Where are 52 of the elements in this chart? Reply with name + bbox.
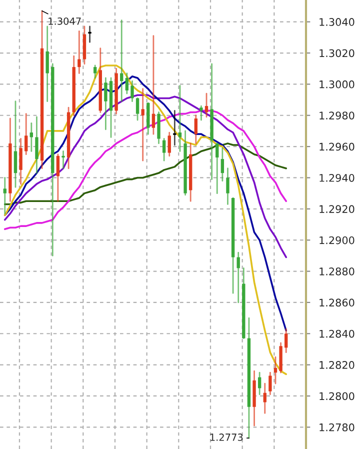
candlestick: [3, 177, 6, 214]
candlestick: [194, 114, 198, 144]
line-series: [4, 142, 288, 206]
candlestick: [152, 35, 156, 135]
y-tick-label: 1.2820: [320, 361, 354, 369]
candlestick: [120, 20, 124, 102]
y-tick-label: 1.3040: [320, 18, 354, 26]
candlestick: [178, 85, 182, 152]
candlestick: [125, 72, 129, 94]
candlestick: [35, 116, 38, 174]
y-tick-label: 1.2980: [320, 112, 354, 120]
candlestick: [204, 92, 208, 118]
candlestick: [130, 80, 134, 102]
candlestick: [78, 30, 81, 74]
candlestick: [168, 132, 171, 157]
candlestick: [56, 154, 60, 202]
y-tick-label: 1.2840: [320, 330, 354, 338]
candlestick: [236, 252, 240, 304]
candlestick: [19, 138, 22, 185]
y-tick-label: 1.2860: [320, 298, 354, 307]
candlestick: [263, 382, 266, 414]
line-series: [4, 64, 288, 376]
line-series: [4, 75, 288, 332]
candlestick: [14, 100, 18, 188]
candlestick: [220, 147, 224, 182]
candlestick: [24, 113, 28, 156]
annotation: 1.3047: [48, 17, 81, 25]
candlestick: [200, 105, 203, 121]
y-tick-label: 1.2780: [320, 423, 354, 432]
candlestick: [216, 142, 219, 194]
y-tick-label: 1.2900: [320, 236, 354, 244]
y-tick-label: 1.2920: [320, 205, 354, 214]
candlestick: [284, 328, 288, 354]
candlestick: [136, 98, 140, 121]
candlestick: [141, 88, 144, 162]
candlestick: [93, 64, 97, 79]
y-tick-label: 1.2800: [320, 392, 354, 400]
y-tick-label: 1.3000: [320, 80, 354, 88]
annotation: 1.2773: [210, 434, 243, 441]
candlestick: [104, 77, 108, 130]
candlestick: [268, 372, 272, 396]
candlestick: [226, 168, 230, 205]
y-tick-label: 1.2940: [320, 174, 354, 182]
candlestick: [30, 122, 34, 152]
y-tick-label: 1.2880: [320, 267, 354, 276]
y-tick-label: 1.2960: [320, 142, 354, 151]
y-tick-label: 1.3020: [320, 49, 354, 58]
candlestick: [162, 138, 166, 162]
candlestick: [258, 372, 262, 396]
candlestick: [62, 150, 65, 170]
candlestick: [46, 26, 49, 102]
candlestick: [274, 356, 278, 384]
